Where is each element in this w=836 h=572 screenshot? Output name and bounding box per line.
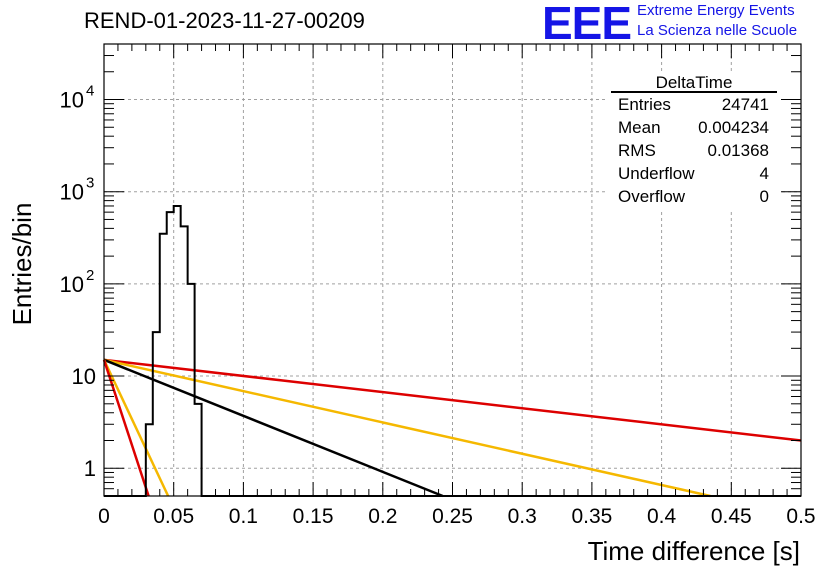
- run-title: REND-01-2023-11-27-00209: [84, 8, 365, 33]
- x-axis-ticks: 0 0.05 0.1 0.15 0.2 0.25 0.3 0.35 0.4 0.45 0.5: [98, 44, 816, 528]
- stats-box: DeltaTime Entries 24741 Mean 0.004234 RMS 0.0…: [608, 73, 780, 212]
- y-tick-label: 10: [60, 180, 84, 205]
- y-tick-label: 1: [84, 456, 96, 481]
- y-tick-exponent: 3: [86, 175, 94, 192]
- eee-logo: EEE: [542, 0, 632, 49]
- grid-lines: [104, 44, 801, 496]
- stats-row-value: 24741: [722, 95, 769, 114]
- y-tick-exponent: 4: [86, 83, 94, 100]
- y-tick-exponent: 2: [86, 267, 94, 284]
- x-axis-label: Time difference [s]: [588, 536, 800, 566]
- x-tick-label: 0.2: [368, 505, 397, 528]
- x-tick-label: 0.5: [786, 505, 815, 528]
- y-tick-label: 10: [72, 364, 96, 389]
- stats-row-label: Underflow: [618, 164, 695, 183]
- histogram: [104, 204, 801, 497]
- stats-row-value: 4: [760, 164, 769, 183]
- stats-row-value: 0.01368: [708, 141, 769, 160]
- stats-row-label: Mean: [618, 118, 661, 137]
- stats-row-label: Entries: [618, 95, 671, 114]
- fit-line: [103, 358, 444, 498]
- x-tick-label: 0.45: [711, 505, 752, 528]
- fit-line: [103, 358, 711, 498]
- stats-box-background: [608, 74, 780, 212]
- stats-row-label: RMS: [618, 141, 656, 160]
- x-tick-label: 0.15: [293, 505, 334, 528]
- fit-line: [102, 359, 170, 497]
- stats-row-value: 0.004234: [698, 118, 769, 137]
- x-tick-label: 0: [98, 505, 110, 528]
- stats-box-title: DeltaTime: [656, 73, 733, 92]
- stats-row-label: Overflow: [618, 187, 686, 206]
- x-tick-label: 0.1: [229, 505, 258, 528]
- x-tick-label: 0.3: [508, 505, 537, 528]
- fit-line: [102, 359, 150, 497]
- x-tick-label: 0.4: [647, 505, 677, 528]
- logo-subtitle-1: Extreme Energy Events: [637, 2, 795, 19]
- logo-subtitle-2: La Scienza nelle Scuole: [637, 22, 798, 39]
- stats-row-value: 0: [760, 187, 769, 206]
- y-tick-label: 10: [60, 272, 84, 297]
- fit-lines: [102, 358, 802, 498]
- y-tick-label: 10: [60, 88, 84, 113]
- x-tick-label: 0.05: [153, 505, 194, 528]
- x-tick-label: 0.25: [432, 505, 473, 528]
- y-axis-label: Entries/bin: [7, 203, 37, 326]
- x-tick-label: 0.35: [571, 505, 612, 528]
- fit-line: [103, 358, 802, 442]
- histogram-outline: [104, 204, 801, 497]
